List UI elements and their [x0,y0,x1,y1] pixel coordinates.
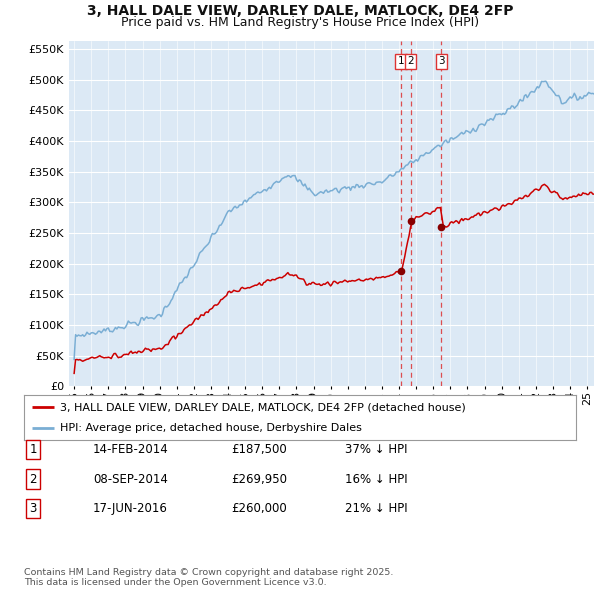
Text: Contains HM Land Registry data © Crown copyright and database right 2025.
This d: Contains HM Land Registry data © Crown c… [24,568,394,587]
Text: £260,000: £260,000 [231,502,287,515]
Text: 16% ↓ HPI: 16% ↓ HPI [345,473,407,486]
Text: 2: 2 [29,473,37,486]
Text: 3: 3 [438,56,445,66]
Text: Price paid vs. HM Land Registry's House Price Index (HPI): Price paid vs. HM Land Registry's House … [121,16,479,29]
Text: 17-JUN-2016: 17-JUN-2016 [93,502,168,515]
Text: 1: 1 [29,443,37,456]
Text: HPI: Average price, detached house, Derbyshire Dales: HPI: Average price, detached house, Derb… [60,424,362,434]
Text: 37% ↓ HPI: 37% ↓ HPI [345,443,407,456]
Text: 08-SEP-2014: 08-SEP-2014 [93,473,168,486]
Text: 3, HALL DALE VIEW, DARLEY DALE, MATLOCK, DE4 2FP: 3, HALL DALE VIEW, DARLEY DALE, MATLOCK,… [87,4,513,18]
Text: £269,950: £269,950 [231,473,287,486]
Text: 14-FEB-2014: 14-FEB-2014 [93,443,169,456]
Text: £187,500: £187,500 [231,443,287,456]
Text: 3: 3 [29,502,37,515]
Text: 21% ↓ HPI: 21% ↓ HPI [345,502,407,515]
Text: 3, HALL DALE VIEW, DARLEY DALE, MATLOCK, DE4 2FP (detached house): 3, HALL DALE VIEW, DARLEY DALE, MATLOCK,… [60,402,466,412]
Text: 2: 2 [407,56,414,66]
Text: 1: 1 [398,56,404,66]
